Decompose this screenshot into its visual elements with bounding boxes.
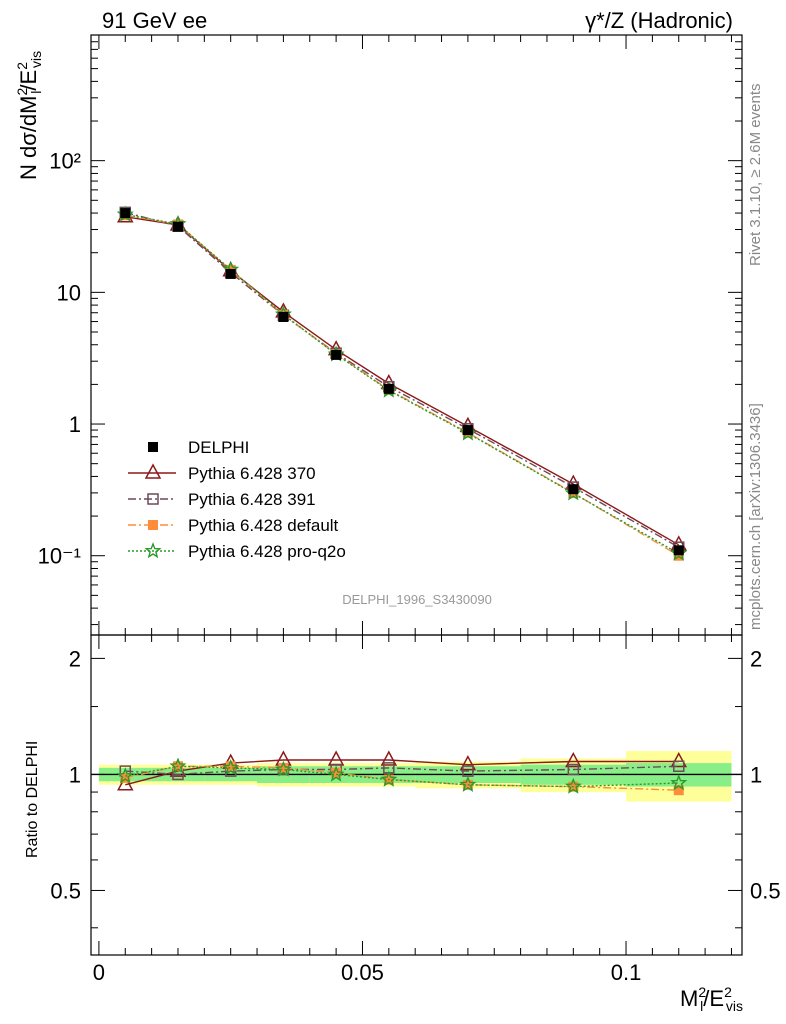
data-point — [278, 311, 289, 322]
main-y-label-text: N dσ/dM2l/E2vis — [14, 51, 44, 180]
main-y-tick-label: 10 — [57, 280, 81, 305]
x-axis-label: M2 l/E2 vis — [680, 984, 743, 1014]
header-right: γ*/Z (Hadronic) — [585, 8, 733, 33]
legend-marker-0 — [148, 442, 158, 452]
series-1-ratio-point — [565, 751, 582, 768]
series-4-ratio-point — [116, 767, 134, 784]
watermark: DELPHI_1996_S3430090 — [342, 592, 492, 607]
ratio-y-tick-label: 0.5 — [50, 878, 81, 903]
series-1-ratio-point — [459, 755, 477, 771]
ratio-plot-frame — [90, 634, 743, 956]
ratio-y-tick-label-right: 2 — [750, 646, 762, 671]
series-4-ratio-point — [459, 775, 477, 792]
data-point — [225, 268, 236, 279]
data-point — [172, 221, 183, 232]
header-left: 91 GeV ee — [102, 8, 207, 33]
legend-label-2: Pythia 6.428 391 — [188, 490, 316, 509]
series-1-ratio-point — [380, 750, 398, 766]
series-4-ratio-point — [327, 765, 345, 782]
ratio-y-tick-label-right: 1 — [750, 762, 762, 787]
x-label-text: M2 l/E2 vis — [680, 984, 743, 1014]
ratio-y-tick-label-right: 0.5 — [750, 878, 781, 903]
series-4-ratio-point — [169, 757, 187, 774]
ratio-y-tick-label: 1 — [69, 762, 81, 787]
mcplots-label: mcplots.cern.ch [arXiv:1306.3436] — [747, 403, 764, 630]
legend-marker-3 — [148, 520, 158, 530]
main-y-tick-label: 10⁻¹ — [38, 544, 81, 569]
main-y-axis-label: N dσ/dM2l/E2vis — [14, 51, 44, 180]
ratio-plot-panel: 0.5 0.5 1 1 2 2 0 0.05 0.1 — [50, 634, 781, 985]
series-4-main-line — [125, 213, 680, 555]
series-3-ratio-point — [331, 767, 342, 778]
series-1-ratio-point — [117, 775, 134, 791]
x-tick-label: 0.1 — [611, 960, 642, 985]
legend-marker-4 — [144, 542, 162, 559]
series-2-ratio-point — [672, 760, 685, 773]
ratio-y-axis-label: Ratio to DELPHI — [24, 741, 41, 858]
series-4-ratio-point — [274, 760, 292, 777]
series-1-ratio-line — [125, 759, 679, 786]
data-point — [120, 208, 131, 219]
series-4-main-point — [459, 424, 477, 441]
series-1-ratio-point — [670, 751, 688, 768]
data-point — [568, 484, 579, 495]
main-plot-panel: 10⁻¹ 1 10 10² — [38, 34, 743, 636]
legend-label-3: Pythia 6.428 default — [188, 516, 339, 535]
ratio-y-tick-label: 2 — [69, 646, 81, 671]
legend-label-0: DELPHI — [188, 438, 249, 457]
legend: DELPHI Pythia 6.428 370 Pythia 6.428 391 Py… — [128, 438, 346, 561]
series-3-ratio-point — [278, 762, 289, 773]
series-2-ratio-point — [567, 763, 580, 776]
series-3-ratio-point — [225, 761, 236, 772]
legend-label-1: Pythia 6.428 370 — [188, 464, 316, 483]
main-y-tick-label: 1 — [69, 412, 81, 437]
series-4-main-point — [670, 544, 688, 561]
rivet-label: Rivet 3.1.10, ≥ 2.6M events — [747, 84, 764, 267]
legend-marker-2 — [147, 493, 159, 505]
data-point — [383, 383, 394, 394]
series-4-ratio-point — [564, 777, 582, 794]
x-tick-label: 0.05 — [341, 960, 384, 985]
series-1-ratio-point — [327, 750, 345, 766]
data-point — [462, 425, 473, 436]
main-y-tick-label: 10² — [49, 149, 81, 174]
x-tick-label: 0 — [93, 960, 105, 985]
series-3-ratio-point — [120, 772, 131, 783]
data-point — [331, 349, 342, 360]
series-4-ratio-point — [380, 770, 398, 787]
series-3-ratio-point — [673, 785, 684, 796]
series-4-ratio-point — [222, 759, 240, 776]
data-point — [673, 545, 684, 556]
series-4-ratio-point — [670, 774, 688, 791]
legend-marker-1 — [144, 463, 162, 479]
legend-label-4: Pythia 6.428 pro-q2o — [188, 542, 346, 561]
